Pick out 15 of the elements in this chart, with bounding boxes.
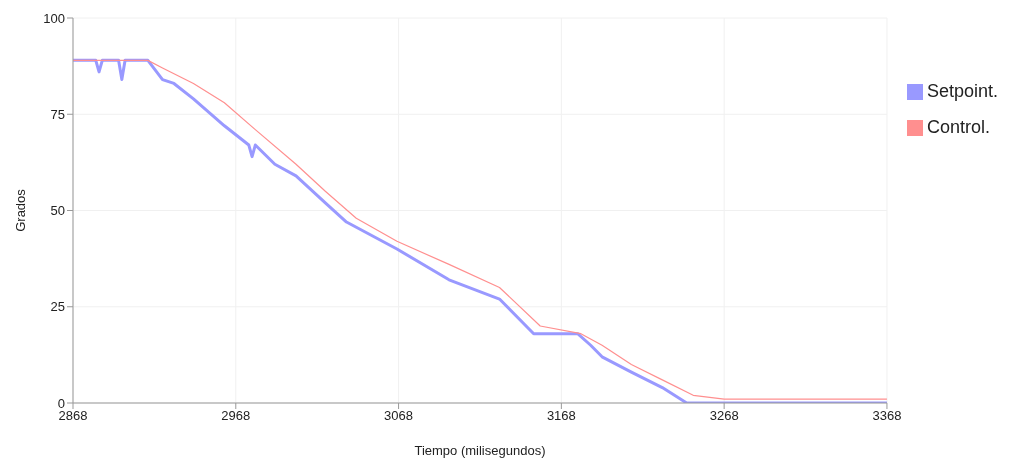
x-tick-label: 3068 [384,408,414,424]
x-tick-label: 3368 [872,408,902,424]
y-tick-label: 100 [43,10,65,26]
y-tick-label: 75 [50,106,65,122]
y-tick-label: 50 [50,203,65,219]
x-axis-title: Tiempo (milisegundos) [414,443,546,458]
legend-label: Control. [926,117,990,137]
x-tick-label: 2968 [221,408,251,424]
y-tick-label: 0 [57,395,65,411]
y-axis-title: Grados [12,188,28,232]
x-tick-label: 3268 [709,408,739,424]
legend-label: Setpoint. [926,81,998,101]
x-tick-label: 3168 [546,408,576,424]
y-tick-label: 25 [50,299,65,315]
x-tick-label: 2868 [58,408,88,424]
